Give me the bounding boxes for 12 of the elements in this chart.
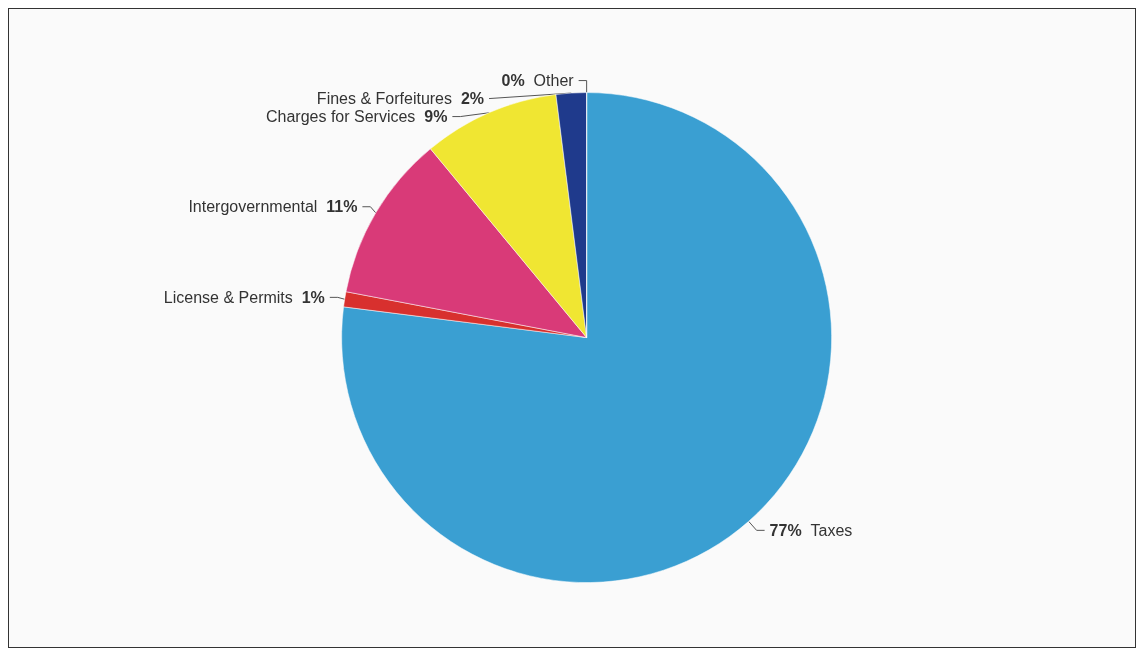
data-label: 77% <box>769 521 802 539</box>
legend-label: Other <box>533 72 575 90</box>
data-label: 1% <box>301 288 325 306</box>
slice-label: Charges for Services <box>265 108 416 126</box>
text: 0% <box>501 72 525 90</box>
data-label: 9% <box>424 108 448 126</box>
slice-label: License & Permits <box>163 288 293 306</box>
slice-label: Fines & Forfeitures <box>316 90 453 108</box>
data-label: 2% <box>460 90 485 108</box>
slice-label: Intergovernmental <box>188 198 318 216</box>
data-label: 11% <box>326 198 358 216</box>
slice-label: Taxes <box>810 521 853 539</box>
